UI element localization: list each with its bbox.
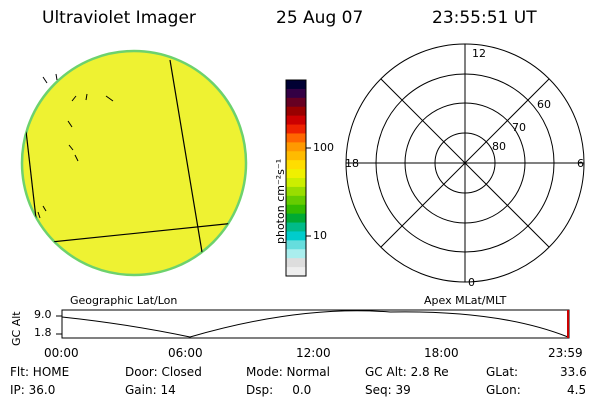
altitude-plot-frame [61,309,570,339]
colorbar-band [286,231,306,241]
alt-xtick-0600: 06:00 [168,346,203,360]
colorbar-band [286,124,306,134]
alt-ymax-label: 9.0 [34,308,52,321]
date-label: 25 Aug 07 [276,8,364,28]
colorbar-band [286,97,306,108]
mlat-label-80: 80 [492,140,506,153]
flight-status: Flt: HOME [10,365,70,379]
gc-alt-status: GC Alt: 2.8 Re [365,365,449,379]
instrument-title: Ultraviolet Imager [42,8,196,28]
alt-xtick-2359: 23:59 [548,346,583,360]
gc-alt-axis-label: GC Alt [10,311,23,346]
colorbar-unit-label: photon cm⁻²s⁻¹ [274,158,287,244]
glat-label: GLat: [486,365,519,379]
geographic-caption: Geographic Lat/Lon [70,294,178,307]
polar-plot [345,43,585,283]
mlat-label-60: 60 [537,98,551,111]
colorbar-band [286,195,306,206]
colorbar-band [286,142,306,152]
mlt-label-6: 6 [577,157,584,170]
geographic-disk [20,49,248,277]
colorbar-band [286,222,306,232]
colorbar-band [286,240,306,250]
apex-caption: Apex MLat/MLT [424,294,507,307]
colorbar-band [286,204,306,215]
colorbar-band [286,106,306,117]
time-label: 23:55:51 UT [432,8,537,28]
colorbar-tick-10: 10 [313,229,327,242]
altitude-plot [56,309,570,339]
colorbar-band [286,258,306,268]
alt-xtick-1200: 12:00 [296,346,331,360]
colorbar-band [286,80,306,90]
color-scale-bar [285,79,311,277]
door-status: Door: Closed [125,365,202,379]
colorbar-band [286,88,306,99]
colorbar-tick-100: 100 [313,141,334,154]
ip-status: IP: 36.0 [10,383,56,397]
mlt-label-12: 12 [472,47,486,60]
mlat-label-70: 70 [512,121,526,134]
mode-status: Mode: Normal [246,365,330,379]
alt-ymin-label: 1.8 [34,326,52,339]
parallel-line [22,221,246,246]
glon-label: GLon: [486,383,521,397]
colorbar-band [286,178,306,188]
meridian-line-right [169,59,204,259]
colorbar-band [286,160,306,170]
colorbar-band [286,133,306,143]
mlt-label-0: 0 [468,276,475,289]
mlt-label-18: 18 [345,157,359,170]
gain-status: Gain: 14 [125,383,176,397]
colorbar-band [286,151,306,161]
seq-status: Seq: 39 [365,383,411,397]
colorbar-band [286,267,306,277]
alt-xtick-0000: 00:00 [44,346,79,360]
glon-value: 4.5 [567,383,587,397]
colorbar-band [286,169,306,179]
altitude-curve [61,310,569,338]
dsp-status: Dsp: 0.0 [246,383,312,397]
colorbar-band [286,249,306,259]
colorbar-band [286,186,306,197]
polar-diagonal-2 [380,78,550,248]
coastline-fragments [37,73,114,219]
glat-value: 33.6 [560,365,587,379]
colorbar-band [286,115,306,126]
alt-xtick-1800: 18:00 [424,346,459,360]
colorbar-band [286,213,306,224]
